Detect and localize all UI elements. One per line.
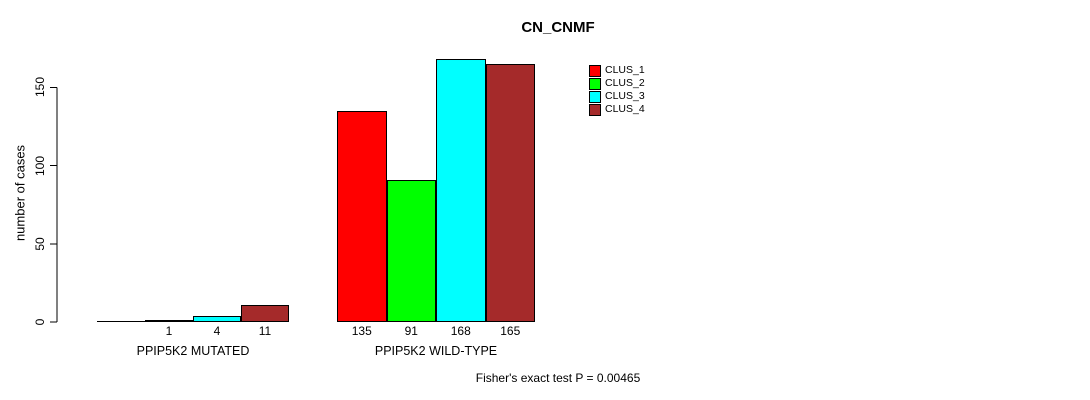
bar-value-label-4: 4 xyxy=(213,324,221,338)
legend-item-clus-4: CLUS_4 xyxy=(589,103,645,116)
bar-value-label-91: 91 xyxy=(404,324,418,338)
legend-swatch-clus-1-icon xyxy=(589,64,601,77)
chart-title: CN_CNMF xyxy=(521,19,595,36)
bar-clus_1-group2 xyxy=(337,110,387,322)
legend: CLUS_1 CLUS_2 CLUS_3 CLUS_4 xyxy=(589,64,645,116)
bar-clus_1-group1 xyxy=(97,321,145,322)
bar-clus_4-group1 xyxy=(241,304,289,322)
bar-value-label-11: 11 xyxy=(258,324,272,338)
bar-clus_2-group2 xyxy=(386,179,436,322)
legend-label-clus-1: CLUS_1 xyxy=(605,64,645,76)
legend-label-clus-3: CLUS_3 xyxy=(605,90,645,102)
legend-item-clus-2: CLUS_2 xyxy=(589,77,645,90)
legend-item-clus-1: CLUS_1 xyxy=(589,64,645,77)
bar-value-label-165: 165 xyxy=(500,324,521,338)
bar-clus_3-group1 xyxy=(193,315,241,322)
fisher-test-annotation: Fisher's exact test P = 0.00465 xyxy=(475,371,641,385)
legend-swatch-clus-4-icon xyxy=(589,103,601,116)
legend-label-clus-2: CLUS_2 xyxy=(605,77,645,89)
bar-value-label-1: 1 xyxy=(165,324,173,338)
legend-item-clus-3: CLUS_3 xyxy=(589,90,645,103)
bar-clus_4-group2 xyxy=(485,63,535,322)
bar-value-label-168: 168 xyxy=(450,324,471,338)
category-label-ppip5k2-wild-type: PPIP5K2 WILD-TYPE xyxy=(374,344,498,358)
bar-clus_3-group2 xyxy=(436,59,486,322)
bar-clus_2-group1 xyxy=(145,320,193,322)
legend-swatch-clus-2-icon xyxy=(589,77,601,90)
legend-swatch-clus-3-icon xyxy=(589,90,601,103)
legend-label-clus-4: CLUS_4 xyxy=(605,103,645,115)
category-label-ppip5k2-mutated: PPIP5K2 MUTATED xyxy=(136,344,250,358)
bar-value-label-135: 135 xyxy=(351,324,372,338)
